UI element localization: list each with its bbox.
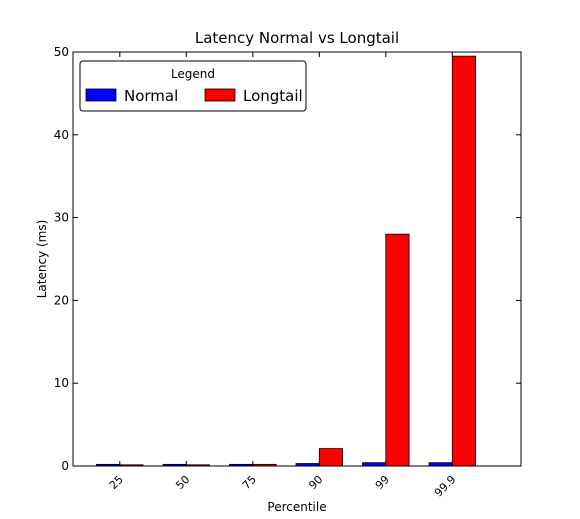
y-tick-label: 20 xyxy=(54,293,69,307)
y-tick-label: 10 xyxy=(54,376,69,390)
x-tick-label: 75 xyxy=(240,473,259,492)
legend-title: Legend xyxy=(171,67,215,81)
x-axis-label: Percentile xyxy=(267,500,326,514)
chart-title: Latency Normal vs Longtail xyxy=(195,29,399,47)
x-tick-label: 99 xyxy=(373,473,392,492)
y-axis: 0 10 20 30 40 50 xyxy=(54,45,521,473)
legend-swatch-normal xyxy=(85,88,117,102)
y-tick-label: 50 xyxy=(54,45,69,59)
y-tick-label: 30 xyxy=(54,211,69,225)
legend-label-longtail: Longtail xyxy=(243,87,303,105)
y-tick-label: 0 xyxy=(61,459,69,473)
x-tick-label: 90 xyxy=(306,473,325,492)
plot-area-frame xyxy=(72,51,522,467)
bar-longtail-99.9 xyxy=(451,55,476,467)
y-axis-label: Latency (ms) xyxy=(35,220,49,299)
legend-swatch-longtail xyxy=(204,88,236,102)
legend-box xyxy=(79,60,307,112)
x-tick-label: 50 xyxy=(173,473,192,492)
legend: Legend Normal Longtail xyxy=(79,60,307,112)
x-tick-label: 25 xyxy=(107,473,126,492)
legend-label-normal: Normal xyxy=(124,87,178,105)
x-tick-label: 99.9 xyxy=(432,473,459,500)
bar-longtail-99 xyxy=(385,233,410,467)
bar-longtail-90 xyxy=(318,448,343,467)
bars xyxy=(96,55,476,467)
y-tick-label: 40 xyxy=(54,128,69,142)
